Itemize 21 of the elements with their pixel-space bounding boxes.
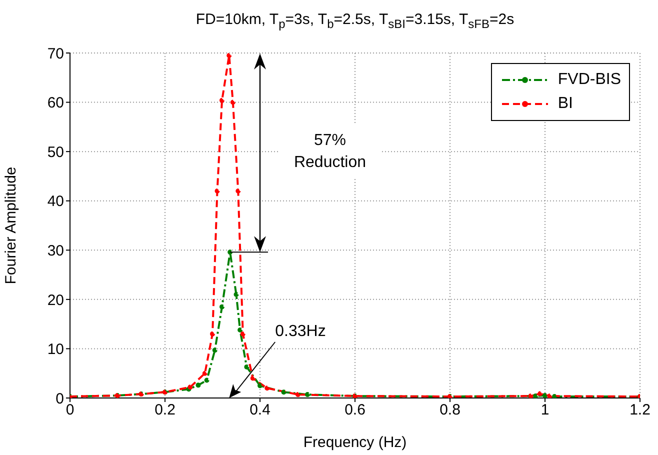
chart-title: FD=10km, T$_{p}$=3s, T$_{b}$=2.5s, T$_{sBI}$=3.15s, T$_{sFB}$=2s (196, 11, 514, 31)
y-tick-label: 50 (47, 144, 64, 161)
legend-label: FVD-BIS (558, 71, 621, 89)
annotation: 57% Reduction (294, 132, 366, 171)
x-tick-label: 0.8 (440, 402, 460, 419)
annotation: 0.33Hz (275, 323, 326, 340)
y-tick-label: 0 (56, 390, 64, 408)
x-tick-label: 1 (540, 402, 550, 419)
x-tick-label: 1.2 (630, 402, 650, 419)
y-tick-label: 10 (47, 341, 64, 358)
y-tick-label: 20 (47, 292, 64, 309)
y-axis-title: Fourier Amplitude (2, 166, 20, 284)
x-tick-label: 0.4 (250, 402, 270, 419)
x-tick-label: 0.6 (344, 402, 366, 419)
y-tick-label: 30 (47, 242, 64, 260)
y-tick-label: 60 (47, 94, 64, 112)
y-tick-label: 40 (47, 193, 64, 210)
x-tick-label: 0.2 (154, 402, 176, 419)
x-axis-title: Frequency (Hz) (303, 434, 407, 451)
legend-label: BI (558, 95, 573, 113)
y-tick-label: 70 (47, 45, 64, 62)
